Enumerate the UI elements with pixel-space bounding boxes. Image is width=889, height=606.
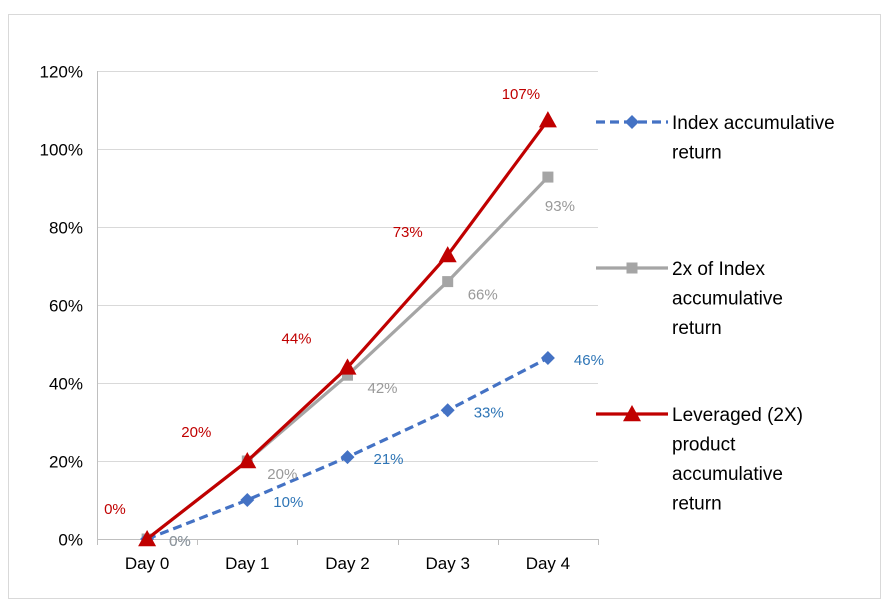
- data-label: 46%: [574, 352, 604, 369]
- data-label: 93%: [545, 198, 575, 215]
- legend-label: 2x of Index: [672, 259, 765, 280]
- data-label: 33%: [474, 404, 504, 421]
- data-point: [138, 530, 157, 547]
- legend-marker: [625, 115, 639, 129]
- x-tick-label: Day 3: [425, 554, 469, 573]
- legend-label: accumulative: [672, 464, 783, 485]
- data-label: 20%: [181, 424, 211, 441]
- data-label: 107%: [502, 86, 540, 103]
- y-tick-label: 120%: [40, 63, 83, 82]
- data-label: 0%: [169, 533, 191, 550]
- legend-label: Index accumulative: [672, 113, 835, 134]
- y-tick-label: 20%: [49, 453, 83, 472]
- legend-marker: [626, 262, 638, 274]
- x-tick-label: Day 4: [526, 554, 570, 573]
- data-label: 10%: [273, 494, 303, 511]
- data-label: 20%: [267, 466, 297, 483]
- data-point: [440, 403, 455, 418]
- gridlines: [97, 71, 598, 462]
- legend-label: Leveraged (2X): [672, 405, 803, 426]
- legend-label: return: [672, 494, 722, 515]
- x-tick-label: Day 2: [325, 554, 369, 573]
- legend-entry: Index accumulative return: [596, 113, 835, 164]
- data-label: 44%: [282, 330, 312, 347]
- series-triangle: [138, 111, 557, 547]
- data-point: [338, 358, 357, 375]
- data-label: 0%: [104, 501, 126, 518]
- legend-label: accumulative: [672, 289, 783, 310]
- y-tick-label: 100%: [40, 141, 83, 160]
- data-point: [540, 351, 555, 366]
- data-labels: 0%10%21%33%46%0%20%42%66%93%0%20%44%73%1…: [104, 86, 604, 550]
- data-point: [538, 111, 557, 128]
- data-point: [340, 450, 355, 465]
- data-point: [442, 276, 454, 288]
- y-tick-label: 0%: [58, 531, 83, 550]
- legend-entry: Leveraged (2X) product accumulative return: [596, 405, 803, 515]
- data-label: 42%: [368, 380, 398, 397]
- data-label: 73%: [393, 224, 423, 241]
- legend: Index accumulative return 2x of Index accum…: [596, 113, 835, 515]
- legend-entry: 2x of Index accumulative return: [596, 259, 783, 339]
- chart-border: [8, 14, 881, 599]
- legend-label: return: [672, 143, 722, 164]
- axes: 0% 20% 40% 60% 80% 100% 120% Day 0 Day 1 Day 2 Day…: [40, 63, 599, 573]
- data-point: [238, 452, 257, 469]
- series: [138, 111, 557, 547]
- legend-marker: [623, 405, 641, 422]
- y-tick-label: 40%: [49, 375, 83, 394]
- data-point: [342, 369, 353, 381]
- data-point: [542, 171, 554, 183]
- data-point: [438, 246, 457, 263]
- x-tick-label: Day 1: [225, 554, 269, 573]
- y-tick-label: 60%: [49, 297, 83, 316]
- series-diamond: [140, 351, 555, 546]
- legend-label: product: [672, 435, 736, 456]
- data-label: 21%: [374, 451, 404, 468]
- y-tick-label: 80%: [49, 219, 83, 238]
- x-tick-label: Day 0: [125, 554, 169, 573]
- legend-label: return: [672, 318, 722, 339]
- data-point: [240, 493, 255, 507]
- data-label: 0%: [169, 533, 191, 550]
- data-label: 66%: [468, 287, 498, 304]
